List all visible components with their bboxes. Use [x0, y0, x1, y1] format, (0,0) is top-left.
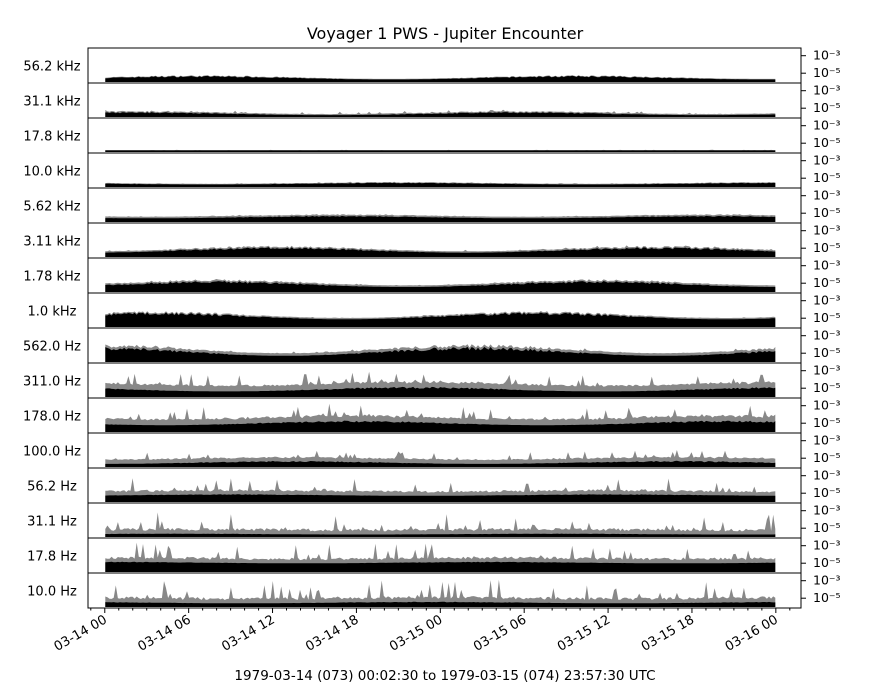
average-trace	[105, 601, 776, 607]
channel-label: 100.0 Hz	[23, 445, 81, 460]
average-trace	[105, 346, 776, 362]
y-tick-label: 10⁻³	[813, 118, 841, 133]
y-tick-label: 10⁻⁵	[813, 590, 841, 605]
y-tick-label: 10⁻⁵	[813, 450, 841, 465]
average-trace	[105, 386, 776, 397]
x-tick-label: 03-15 06	[471, 612, 529, 654]
y-tick-label: 10⁻⁵	[813, 205, 841, 220]
x-tick-label: 03-15 18	[639, 612, 697, 654]
average-trace	[105, 215, 776, 222]
chart-title: Voyager 1 PWS - Jupiter Encounter	[306, 24, 584, 43]
channel-label: 10.0 Hz	[27, 585, 77, 600]
y-tick-label: 10⁻³	[813, 503, 841, 518]
x-axis-label: 1979-03-14 (073) 00:02:30 to 1979-03-15 …	[234, 668, 656, 684]
average-trace	[105, 150, 776, 152]
y-tick-label: 10⁻⁵	[813, 345, 841, 360]
x-tick-label: 03-14 00	[52, 612, 110, 654]
average-trace	[105, 312, 776, 327]
y-tick-label: 10⁻⁵	[813, 555, 841, 570]
y-tick-label: 10⁻³	[813, 223, 841, 238]
y-tick-label: 10⁻⁵	[813, 520, 841, 535]
y-tick-label: 10⁻³	[813, 538, 841, 553]
x-tick-label: 03-16 00	[723, 612, 781, 654]
average-trace	[105, 494, 776, 502]
x-tick-label: 03-14 12	[219, 612, 277, 654]
y-tick-label: 10⁻⁵	[813, 135, 841, 150]
y-tick-label: 10⁻³	[813, 433, 841, 448]
channel-label: 56.2 Hz	[27, 480, 77, 495]
average-trace	[105, 182, 776, 187]
panel-frame	[87, 572, 802, 609]
channel-label: 17.8 kHz	[23, 130, 80, 145]
average-trace	[105, 561, 776, 572]
average-trace	[105, 533, 776, 537]
y-tick-label: 10⁻³	[813, 468, 841, 483]
channel-label: 31.1 kHz	[23, 95, 80, 110]
y-tick-label: 10⁻³	[813, 328, 841, 343]
x-tick-label: 03-15 12	[555, 612, 613, 654]
y-tick-label: 10⁻⁵	[813, 100, 841, 115]
y-tick-label: 10⁻⁵	[813, 275, 841, 290]
y-tick-label: 10⁻³	[813, 363, 841, 378]
y-tick-label: 10⁻³	[813, 258, 841, 273]
average-trace	[105, 281, 776, 292]
channel-label: 1.0 kHz	[28, 305, 77, 320]
channel-label: 56.2 kHz	[23, 60, 80, 75]
y-tick-label: 10⁻³	[813, 153, 841, 168]
y-tick-label: 10⁻⁵	[813, 240, 841, 255]
average-trace	[105, 420, 776, 432]
y-tick-label: 10⁻³	[813, 48, 841, 63]
channel-label: 31.1 Hz	[27, 515, 77, 530]
y-tick-label: 10⁻⁵	[813, 310, 841, 325]
y-tick-label: 10⁻³	[813, 83, 841, 98]
channel-label: 17.8 Hz	[27, 550, 77, 565]
x-tick-label: 03-14 18	[303, 612, 361, 654]
y-tick-label: 10⁻³	[813, 398, 841, 413]
y-tick-label: 10⁻³	[813, 188, 841, 203]
x-tick-label: 03-15 00	[387, 612, 445, 654]
peak-trace	[105, 579, 776, 607]
x-tick-label: 03-14 06	[136, 612, 194, 654]
channel-label: 311.0 Hz	[23, 375, 81, 390]
channel-label: 5.62 kHz	[23, 200, 80, 215]
channel-label: 562.0 Hz	[23, 340, 81, 355]
y-tick-label: 10⁻⁵	[813, 65, 841, 80]
average-trace	[105, 247, 776, 257]
average-trace	[105, 75, 776, 82]
channel-label: 3.11 kHz	[23, 235, 80, 250]
panel-frame	[87, 117, 802, 154]
channel-label: 10.0 kHz	[23, 165, 80, 180]
average-trace	[105, 112, 776, 117]
y-tick-label: 10⁻³	[813, 293, 841, 308]
peak-trace	[105, 512, 776, 537]
average-trace	[105, 460, 776, 467]
y-tick-label: 10⁻³	[813, 573, 841, 588]
y-tick-label: 10⁻⁵	[813, 415, 841, 430]
peak-trace	[105, 371, 776, 397]
y-tick-label: 10⁻⁵	[813, 170, 841, 185]
channel-label: 178.0 Hz	[23, 410, 81, 425]
channel-label: 1.78 kHz	[23, 270, 80, 285]
y-tick-label: 10⁻⁵	[813, 485, 841, 500]
y-tick-label: 10⁻⁵	[813, 380, 841, 395]
